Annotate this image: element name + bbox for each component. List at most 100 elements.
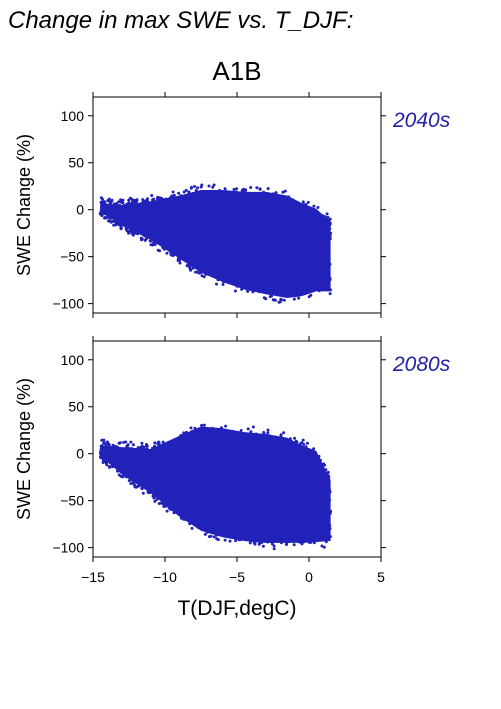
scatter-point [162, 502, 166, 506]
scatter-point [319, 223, 323, 227]
scatter-point [166, 225, 170, 229]
scatter-point [196, 461, 200, 465]
scatter-point [174, 252, 178, 256]
scatter-point [138, 467, 142, 471]
scatter-point [216, 194, 220, 198]
scatter-point [307, 222, 311, 226]
scatter-point [189, 229, 193, 233]
scatter-point [302, 219, 306, 223]
scatter-point [214, 197, 218, 201]
scatter-point [324, 477, 328, 481]
scatter-point [141, 477, 145, 481]
scatter-point [319, 520, 322, 524]
scatter-point [270, 469, 273, 473]
scatter-point [261, 497, 265, 501]
scatter-point [154, 217, 158, 221]
scatter-point [184, 205, 188, 209]
scatter-point [99, 450, 102, 454]
scatter-point [140, 487, 144, 491]
scatter-point [251, 201, 254, 205]
scatter-point [143, 455, 147, 459]
scatter-point [290, 251, 294, 255]
scatter-point [318, 533, 322, 536]
scatter-point [222, 213, 225, 217]
scatter-point [156, 199, 160, 203]
scatter-point [182, 243, 186, 247]
scatter-point [242, 212, 245, 216]
scatter-point [257, 198, 261, 201]
scatter-point [175, 495, 179, 499]
scatter-point [328, 234, 332, 238]
scatter-point [287, 258, 291, 262]
scatter-point [315, 524, 319, 528]
scatter-point [126, 468, 130, 472]
scatter-point [108, 204, 112, 208]
scatter-point [199, 435, 203, 438]
scatter-point [265, 479, 269, 482]
scatter-point [151, 198, 155, 202]
scatter-point [258, 187, 262, 191]
scatter-point [282, 240, 286, 244]
scatter-point [208, 235, 212, 238]
scatter-point [129, 482, 133, 485]
scatter-point [169, 224, 173, 228]
scatter-point [310, 495, 314, 499]
scatter-point [184, 487, 188, 491]
scatter-point [227, 246, 231, 250]
scatter-point [171, 486, 174, 490]
scatter-point [263, 239, 267, 242]
scatter-point [226, 497, 230, 501]
scatter-point [147, 218, 151, 222]
scatter-point [285, 269, 289, 273]
scatter-point [293, 524, 297, 528]
scatter-point [183, 219, 187, 223]
scatter-point [162, 451, 166, 455]
scatter-point [219, 230, 222, 234]
scatter-point [237, 227, 241, 231]
scatter-point [190, 215, 194, 219]
scatter-point [172, 232, 176, 236]
scatter-point [292, 456, 296, 460]
scatter-point [178, 453, 182, 457]
scatter-point [319, 504, 323, 508]
scatter-point [145, 443, 149, 447]
scatter-point [141, 198, 145, 202]
scatter-point [197, 450, 201, 454]
scatter-point [162, 244, 166, 248]
scatter-point [225, 502, 229, 506]
scatter-point [302, 288, 306, 292]
scatter-point [149, 460, 153, 463]
scatter-point [249, 186, 253, 189]
scatter-point [239, 251, 242, 255]
scatter-point [325, 496, 329, 500]
scatter-point [271, 192, 275, 196]
scatter-point [297, 222, 301, 226]
scatter-point [221, 218, 224, 222]
scatter-point [272, 544, 276, 548]
scatter-point [111, 457, 115, 461]
scatter-point [307, 458, 310, 461]
scatter-point [317, 236, 320, 240]
scatter-point [245, 481, 249, 484]
scatter-point [323, 216, 327, 220]
scatter-point [238, 237, 242, 241]
scatter-point [256, 471, 260, 475]
scatter-point [116, 460, 120, 464]
scatter-point [145, 214, 149, 218]
scatter-point [162, 220, 166, 224]
scatter-point [169, 219, 173, 223]
scatter-point [208, 446, 212, 450]
scatter-point [252, 467, 256, 471]
scatter-point [216, 201, 220, 205]
scatter-point [256, 499, 260, 503]
scatter-point [225, 258, 229, 262]
scatter-point [295, 500, 299, 504]
scatter-point [200, 208, 204, 212]
scatter-point [256, 459, 260, 463]
scatter-point [246, 452, 250, 456]
scatter-point [245, 214, 249, 218]
scatter-point [247, 536, 251, 540]
scatter-point [161, 204, 165, 208]
x-tick-label: −10 [153, 569, 177, 585]
scatter-point [179, 198, 183, 202]
